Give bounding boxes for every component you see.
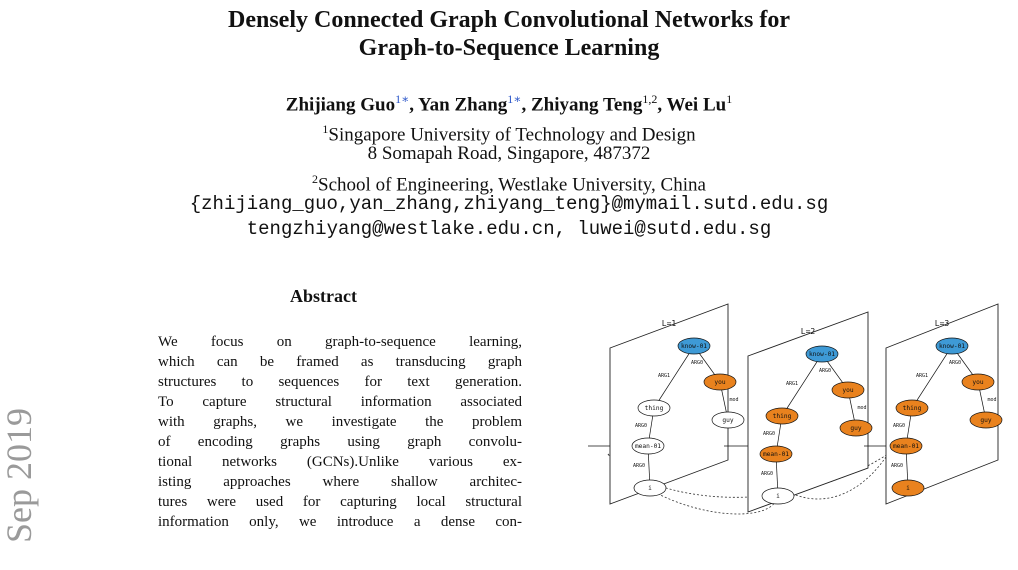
arxiv-side-stamp: Sep 2019 <box>0 408 39 543</box>
author-sup: 1∗ <box>395 92 410 106</box>
node-label: know-01 <box>939 343 965 350</box>
abstract-line: structures to sequences for text generat… <box>158 374 522 390</box>
graph-edge <box>781 353 823 417</box>
node-label: i <box>648 485 652 492</box>
affiliation-2: 2School of Engineering, Westlake Univers… <box>0 168 1018 196</box>
author-name: Wei Lu <box>666 94 727 116</box>
author-sup: 1,2 <box>642 92 658 106</box>
node-label: you <box>842 387 853 394</box>
node-label: guy <box>722 417 733 424</box>
graph-node <box>839 419 873 437</box>
graph-node <box>761 487 795 505</box>
title-line-1: Densely Connected Graph Convolutional Ne… <box>228 7 790 33</box>
edge-label: ARG0 <box>893 423 905 429</box>
graph-node <box>805 345 839 363</box>
edge-label: mod <box>987 397 996 403</box>
graph-node <box>895 399 929 417</box>
layer-panel <box>747 311 869 513</box>
layer-label: L=3 <box>935 319 950 328</box>
node-label: guy <box>850 425 861 432</box>
node-label: you <box>972 379 983 386</box>
abstract-line: isting approaches where shallow architec… <box>158 474 522 490</box>
layer-panel <box>885 303 999 505</box>
author-name: Zhiyang Teng <box>530 94 643 116</box>
layer-label: L=2 <box>801 327 816 336</box>
author-sup: 1 <box>726 92 733 106</box>
graph-node <box>711 411 745 429</box>
graph-node <box>961 373 995 391</box>
graph-edge <box>653 345 695 409</box>
layer-label: L=1 <box>662 319 677 328</box>
edge-label: mod <box>857 405 866 411</box>
address-1: 8 Somapah Road, Singapore, 487372 <box>367 143 651 164</box>
node-label: mean-01 <box>635 443 661 450</box>
node-label: you <box>714 379 725 386</box>
node-label: i <box>776 493 780 500</box>
node-label: i <box>906 485 910 492</box>
title-line-2: Graph-to-Sequence Learning <box>358 35 660 61</box>
affiliation-1: 1Singapore University of Technology and … <box>0 118 1018 146</box>
node-label: know-01 <box>809 351 835 358</box>
figure-dense-gcn: L=1 ARG1 ARG0 mod ARG0 ARG0 know-01 you thing guy… <box>588 294 1008 534</box>
edge-label: ARG0 <box>635 423 647 429</box>
graph-node <box>765 407 799 425</box>
node-label: thing <box>903 405 922 412</box>
abstract-line: To capture structural information associ… <box>158 394 522 410</box>
node-label: mean-01 <box>893 443 919 450</box>
edge-label: ARG0 <box>949 360 961 366</box>
graph-node <box>677 337 711 355</box>
node-label: mean-01 <box>763 451 789 458</box>
author-name: Yan Zhang <box>418 94 508 116</box>
graph-node <box>637 399 671 417</box>
edge-label: ARG0 <box>819 368 831 374</box>
graph-node <box>831 381 865 399</box>
affiliation-1-sup: 1 <box>322 122 329 136</box>
edge-label: ARG0 <box>891 463 903 469</box>
edge-label: ARG0 <box>761 471 773 477</box>
abstract-line: tures were used for capturing local stru… <box>158 494 522 510</box>
figure-svg: L=1 ARG1 ARG0 mod ARG0 ARG0 know-01 you thing guy… <box>588 303 1003 515</box>
email-line-1: {zhijiang_guo,yan_zhang,zhiyang_teng}@my… <box>189 193 829 215</box>
edge-label: mod <box>729 397 738 403</box>
graph-node <box>759 445 793 463</box>
affiliation-2-sup: 2 <box>312 172 319 186</box>
abstract-body: We focus on graph-to-sequence learning, w… <box>158 332 522 532</box>
graph-edge <box>911 345 953 409</box>
edge-label: ARG0 <box>763 431 775 437</box>
abstract-line: with graphs, we investigate the problem <box>158 414 522 430</box>
edge-label: ARG0 <box>691 360 703 366</box>
layer-panel <box>609 303 729 505</box>
abstract-line: We focus on graph-to-sequence learning, <box>158 334 522 350</box>
node-label: thing <box>645 405 664 412</box>
affiliation-2-text: School of Engineering, Westlake Universi… <box>318 174 706 196</box>
graph-node <box>969 411 1003 429</box>
node-label: know-01 <box>681 343 707 350</box>
paper-title: Densely Connected Graph Convolutional Ne… <box>0 6 1018 62</box>
email-line-2: tengzhiyang@westlake.edu.cn, luwei@sutd.… <box>246 218 772 240</box>
edge-label: ARG0 <box>633 463 645 469</box>
abstract-heading: Abstract <box>290 286 357 306</box>
graph-node <box>633 479 667 497</box>
abstract-line: tional networks (GCNs).Unlike various ex… <box>158 454 522 470</box>
node-label: guy <box>980 417 991 424</box>
author-name: Zhijiang Guo <box>285 94 396 116</box>
graph-node <box>631 437 665 455</box>
graph-node <box>935 337 969 355</box>
graph-node <box>703 373 737 391</box>
edge-label: ARG1 <box>658 373 670 379</box>
author-list: Zhijiang Guo1∗, Yan Zhang1∗, Zhiyang Ten… <box>285 92 733 116</box>
node-label: thing <box>773 413 792 420</box>
edge-label: ARG1 <box>916 373 928 379</box>
author-sup: 1∗ <box>507 92 522 106</box>
abstract-line: which can be framed as transducing graph <box>158 354 522 370</box>
graph-node <box>891 479 925 497</box>
abstract-line: of encoding graphs using graph convolu- <box>158 434 522 450</box>
abstract-line: information only, we introduce a dense c… <box>158 514 522 530</box>
affiliation-1-text: Singapore University of Technology and D… <box>328 124 696 146</box>
graph-node <box>889 437 923 455</box>
edge-label: ARG1 <box>786 381 798 387</box>
